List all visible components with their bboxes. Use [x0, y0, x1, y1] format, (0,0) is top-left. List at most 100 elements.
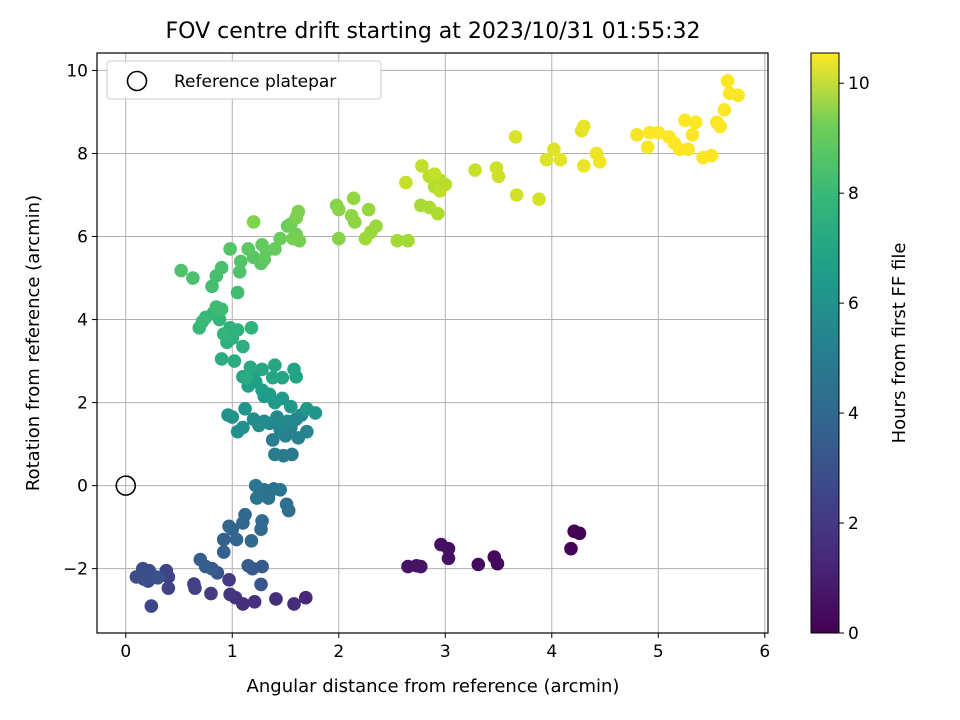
data-point — [247, 595, 262, 609]
data-point — [688, 115, 703, 130]
data-point — [468, 163, 482, 177]
data-point — [249, 491, 264, 505]
data-point — [280, 414, 295, 429]
data-point — [358, 231, 373, 246]
colorbar-tick-label: 2 — [848, 514, 859, 534]
data-point — [227, 354, 242, 368]
colorbar-tick-label: 8 — [848, 184, 859, 204]
data-point — [539, 152, 554, 167]
data-point — [275, 391, 290, 406]
data-point — [244, 321, 259, 335]
colorbar-label: Hours from first FF file — [889, 243, 910, 444]
data-point — [222, 519, 236, 534]
data-point — [427, 167, 442, 182]
data-point — [236, 597, 250, 611]
legend-box — [106, 60, 382, 100]
data-point — [205, 279, 219, 294]
data-point — [150, 570, 165, 585]
data-point — [717, 103, 732, 117]
data-point — [331, 202, 346, 217]
data-point — [222, 573, 236, 587]
data-point — [255, 514, 269, 528]
data-point — [491, 169, 506, 184]
data-point — [704, 148, 719, 163]
data-point — [137, 572, 151, 586]
data-point — [254, 577, 268, 592]
colorbar-ticks: 0 2 4 6 8 10 — [839, 74, 870, 644]
data-point — [268, 447, 282, 462]
data-point — [401, 233, 415, 248]
data-point — [214, 302, 229, 316]
data-points — [129, 74, 745, 613]
data-point — [243, 360, 258, 375]
data-point — [433, 184, 447, 198]
y-tick-label: 2 — [77, 394, 88, 414]
data-point — [216, 327, 231, 341]
x-axis-ticks: 0 1 2 3 4 5 6 — [120, 633, 770, 662]
data-point — [265, 433, 280, 447]
colorbar: 0 2 4 6 8 10 Hours from first FF file — [810, 52, 910, 644]
colorbar-tick-label: 0 — [848, 624, 859, 644]
data-point — [490, 556, 505, 571]
x-tick-label: 5 — [653, 642, 664, 662]
data-point — [236, 339, 250, 354]
x-tick-label: 3 — [440, 642, 451, 662]
data-point — [292, 233, 307, 248]
data-point — [265, 370, 280, 385]
data-point — [273, 482, 287, 497]
data-point — [630, 127, 644, 142]
y-tick-label: 0 — [77, 477, 88, 497]
data-point — [640, 140, 655, 155]
y-axis-ticks: −2 0 2 4 6 8 10 — [63, 61, 97, 580]
data-point — [195, 314, 210, 329]
data-point — [720, 74, 735, 88]
data-point — [252, 418, 266, 433]
data-point — [713, 119, 727, 134]
data-point — [248, 478, 263, 493]
plot-area-frame — [96, 52, 769, 634]
data-point — [241, 242, 256, 256]
data-point — [441, 551, 456, 566]
data-point — [161, 581, 176, 595]
chart-title: FOV centre drift starting at 2023/10/31 … — [166, 19, 701, 44]
x-tick-label: 4 — [546, 642, 557, 662]
data-point — [509, 188, 524, 202]
colorbar-tick-label: 6 — [848, 294, 859, 314]
data-point — [681, 142, 695, 157]
data-point — [731, 88, 745, 103]
data-point — [547, 142, 561, 157]
data-point — [415, 159, 429, 173]
data-point — [399, 175, 413, 190]
colorbar-gradient — [810, 52, 840, 634]
data-point — [230, 285, 245, 300]
data-point — [532, 192, 546, 206]
data-point — [298, 590, 313, 605]
data-point — [214, 260, 229, 275]
data-point — [241, 558, 256, 573]
data-point — [216, 532, 231, 547]
data-point — [230, 424, 245, 439]
colorbar-tick-label: 10 — [848, 74, 870, 94]
legend: Reference platepar — [106, 60, 382, 100]
data-point — [347, 215, 362, 229]
data-point — [508, 130, 523, 144]
data-point — [553, 152, 568, 167]
data-point — [431, 206, 445, 221]
data-point — [651, 125, 666, 140]
data-point — [174, 263, 188, 278]
data-point — [204, 586, 218, 601]
data-point — [285, 447, 299, 462]
data-point — [390, 233, 405, 248]
data-point — [255, 238, 269, 252]
data-point — [188, 581, 202, 595]
data-point — [232, 264, 247, 279]
data-point — [238, 507, 252, 522]
data-point — [223, 242, 237, 256]
y-tick-label: −2 — [63, 560, 88, 580]
data-point — [268, 358, 282, 373]
y-tick-label: 8 — [77, 144, 88, 164]
data-point — [564, 541, 578, 556]
data-point — [275, 370, 290, 385]
colorbar-tick-label: 4 — [848, 404, 859, 424]
